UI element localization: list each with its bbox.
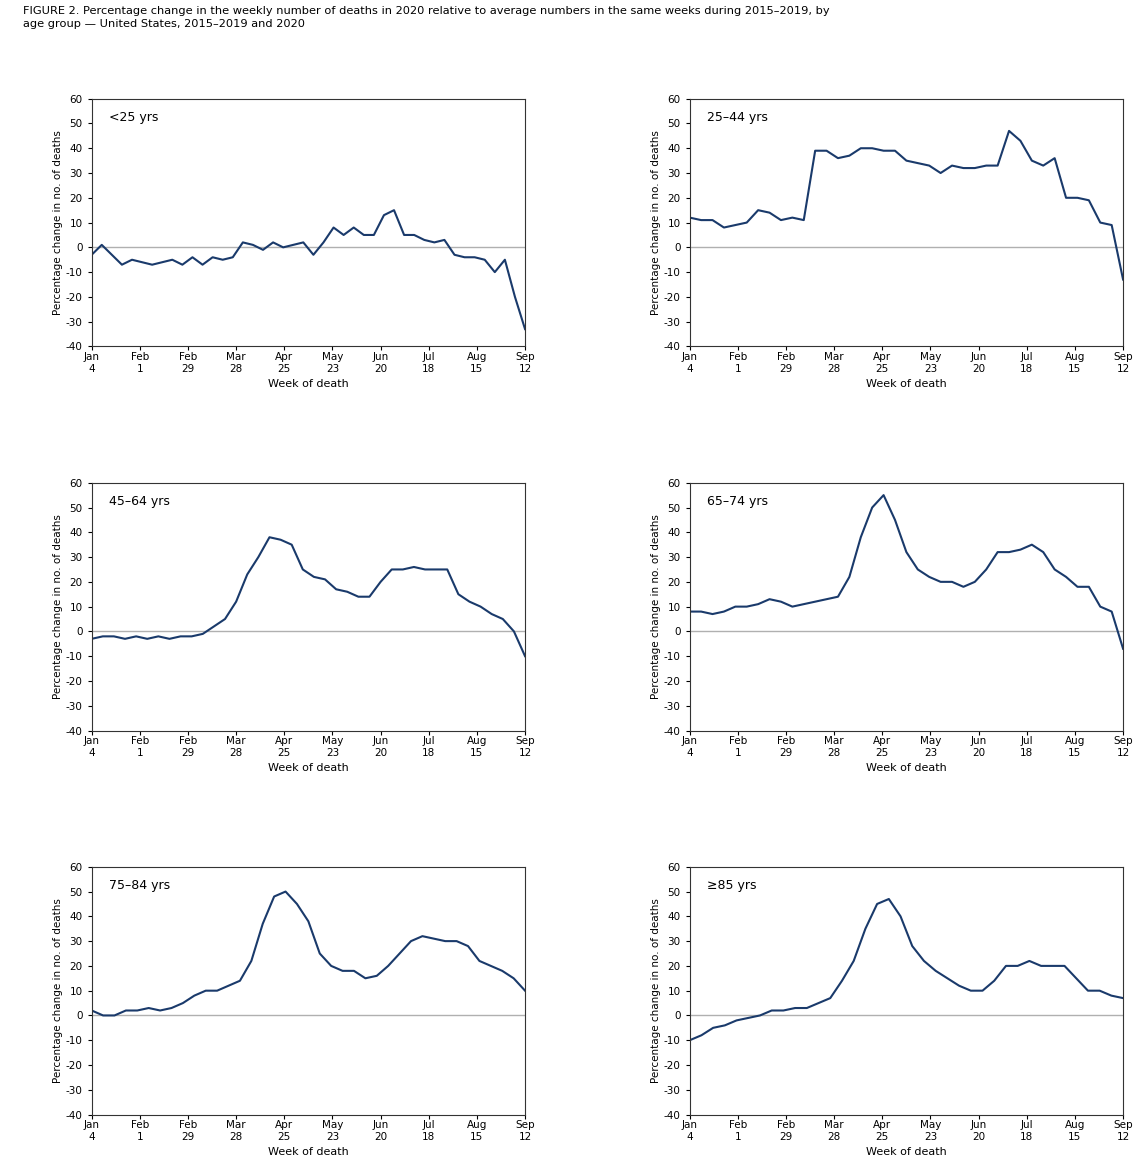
Y-axis label: Percentage change in no. of deaths: Percentage change in no. of deaths: [651, 514, 661, 699]
Y-axis label: Percentage change in no. of deaths: Percentage change in no. of deaths: [53, 130, 63, 315]
Text: 45–64 yrs: 45–64 yrs: [109, 495, 170, 509]
Text: FIGURE 2. Percentage change in the weekly number of deaths in 2020 relative to a: FIGURE 2. Percentage change in the weekl…: [23, 6, 830, 29]
Y-axis label: Percentage change in no. of deaths: Percentage change in no. of deaths: [53, 514, 63, 699]
Text: <25 yrs: <25 yrs: [109, 111, 158, 124]
Text: 65–74 yrs: 65–74 yrs: [707, 495, 768, 509]
X-axis label: Week of death: Week of death: [866, 1147, 947, 1158]
X-axis label: Week of death: Week of death: [268, 1147, 348, 1158]
Text: ≥85 yrs: ≥85 yrs: [707, 879, 756, 892]
Text: 25–44 yrs: 25–44 yrs: [707, 111, 768, 124]
X-axis label: Week of death: Week of death: [866, 380, 947, 389]
X-axis label: Week of death: Week of death: [268, 380, 348, 389]
Y-axis label: Percentage change in no. of deaths: Percentage change in no. of deaths: [651, 899, 661, 1083]
Y-axis label: Percentage change in no. of deaths: Percentage change in no. of deaths: [651, 130, 661, 315]
Text: 75–84 yrs: 75–84 yrs: [109, 879, 170, 892]
X-axis label: Week of death: Week of death: [268, 763, 348, 773]
Y-axis label: Percentage change in no. of deaths: Percentage change in no. of deaths: [53, 899, 63, 1083]
X-axis label: Week of death: Week of death: [866, 763, 947, 773]
